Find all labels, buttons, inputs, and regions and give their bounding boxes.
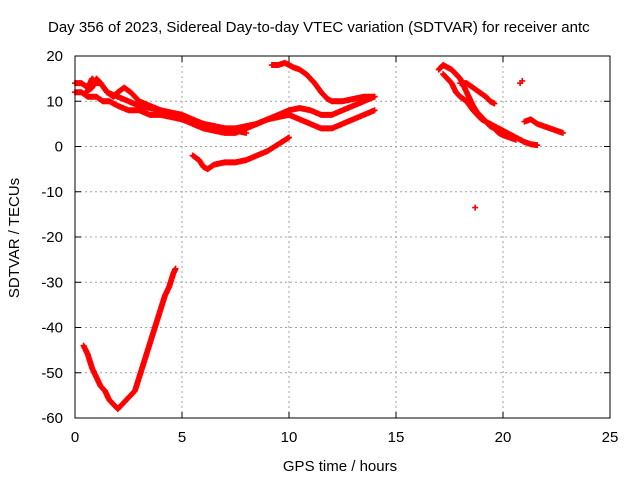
data-point-marker [243, 129, 250, 136]
y-tick-label: 20 [46, 48, 63, 65]
chart-title: Day 356 of 2023, Sidereal Day-to-day VTE… [48, 19, 590, 36]
y-tick-label: -40 [41, 320, 63, 337]
data-point-marker [534, 142, 541, 149]
y-tick-label: 10 [46, 93, 63, 110]
y-axis-label: SDTVAR / TECUs [6, 178, 23, 298]
y-tick-label: 0 [55, 139, 63, 156]
x-tick-label: 0 [71, 429, 79, 446]
y-tick-label: -10 [41, 184, 63, 201]
x-tick-label: 25 [602, 429, 619, 446]
x-tick-label: 15 [388, 429, 405, 446]
data-point-marker [371, 93, 378, 100]
x-axis-label: GPS time / hours [283, 458, 397, 475]
x-tick-label: 10 [281, 429, 298, 446]
data-points [72, 59, 566, 412]
data-point-marker [172, 265, 179, 272]
y-tick-label: -60 [41, 410, 63, 427]
data-point-marker [491, 100, 498, 107]
data-point-marker [559, 129, 566, 136]
data-point-marker [472, 204, 479, 211]
x-tick-label: 5 [178, 429, 186, 446]
data-point-marker [519, 77, 526, 84]
data-point-marker [371, 107, 378, 114]
y-tick-label: -20 [41, 229, 63, 246]
data-point-marker [286, 134, 292, 141]
y-tick-label: -30 [41, 274, 63, 291]
axis-ticks: 0 5 10 15 20 25 -60 -50 -40 -30 -20 -10 0 10 20 [41, 48, 618, 446]
x-tick-label: 20 [495, 429, 512, 446]
y-tick-label: -50 [41, 365, 63, 382]
